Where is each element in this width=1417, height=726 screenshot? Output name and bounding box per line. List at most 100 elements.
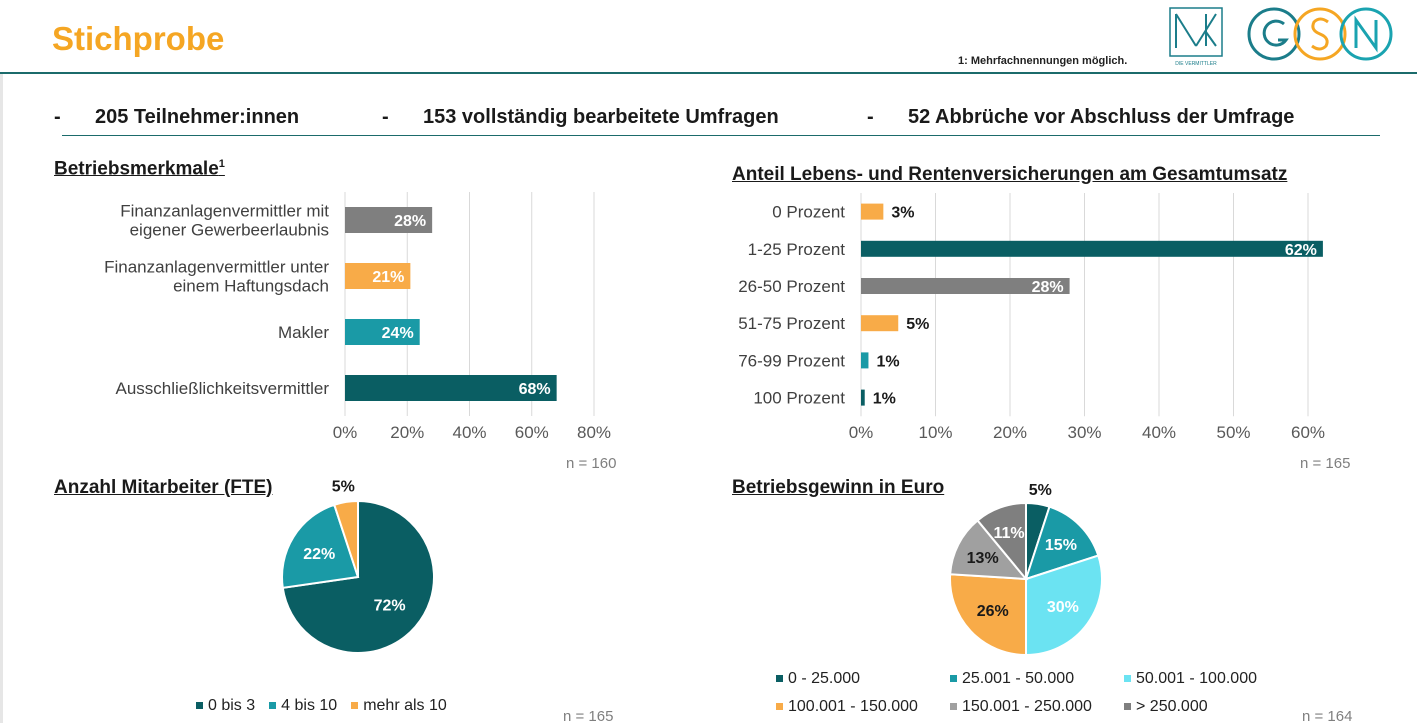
gewinn-legend: 0 - 25.000 25.001 - 50.000 50.001 - 100.00… (776, 670, 1336, 726)
footnote: 1: Mehrfachnennungen möglich. (958, 55, 1128, 67)
stats-divider (62, 135, 1380, 136)
category-label: Finanzanlagenvermittler mit (120, 202, 329, 221)
legend-item: 50.001 - 100.000 (1124, 670, 1284, 688)
data-label: 1% (873, 391, 896, 408)
mitarbeiter-n: n = 165 (563, 708, 614, 725)
x-tick-label: 80% (577, 423, 611, 442)
stat-completed: 153 vollständig bearbeitete Umfragen (423, 106, 779, 128)
legend-label: 150.001 - 250.000 (962, 698, 1092, 715)
category-label: 51-75 Prozent (738, 314, 845, 333)
gsn-logo (1247, 7, 1393, 61)
header-divider (0, 72, 1417, 74)
category-label: 100 Prozent (753, 389, 845, 408)
legend-item: 25.001 - 50.000 (950, 670, 1110, 688)
gewinn-n: n = 164 (1302, 708, 1353, 725)
pie-label: 26% (977, 603, 1009, 620)
stat-dropouts: 52 Abbrüche vor Abschluss der Umfrage (908, 106, 1295, 128)
legend-swatch (1124, 703, 1131, 711)
category-label: Makler (278, 323, 329, 342)
x-tick-label: 0% (849, 423, 874, 442)
bar (345, 207, 433, 233)
data-label: 24% (382, 325, 414, 342)
anteil-n: n = 165 (1300, 455, 1351, 472)
legend-label: 0 - 25.000 (788, 670, 861, 687)
bar (861, 278, 1070, 294)
pie-label: 22% (303, 546, 335, 563)
x-tick-label: 20% (993, 423, 1027, 442)
data-label: 28% (1032, 279, 1064, 296)
data-label: 3% (891, 205, 914, 222)
pie-label: 5% (332, 478, 355, 495)
pie-slice (333, 499, 359, 578)
anteil-title: Anteil Lebens- und Rentenversicherungen … (732, 164, 1288, 185)
x-tick-label: 50% (1216, 423, 1250, 442)
data-label: 1% (876, 353, 899, 370)
bar (861, 389, 865, 406)
legend-label: mehr als 10 (363, 697, 447, 714)
category-label: 0 Prozent (772, 203, 845, 222)
x-tick-label: 40% (452, 423, 486, 442)
betriebsmerkmale-chart: 0% 20% 40% 60% 80% Finanzanlagenvermittler mi… (104, 192, 611, 442)
mitarbeiter-title: Anzahl Mitarbeiter (FTE) (54, 477, 273, 498)
data-label: 28% (394, 213, 426, 230)
stat-dash: - (382, 106, 389, 128)
legend-item: 0 - 25.000 (776, 670, 936, 688)
x-tick-label: 0% (333, 423, 358, 442)
legend-item: 4 bis 10 (269, 697, 337, 715)
data-label: 68% (519, 381, 551, 398)
legend-item: > 250.000 (1124, 698, 1284, 716)
pie-slice (976, 501, 1027, 582)
gewinn-chart: 5% 15% 30% 26% 13% 11% (949, 482, 1103, 657)
category-label: 1-25 Prozent (748, 240, 846, 259)
bar (345, 263, 411, 289)
category-label: eigener Gewerbeerlaubnis (130, 221, 329, 240)
x-tick-label: 60% (515, 423, 549, 442)
bvk-logo-caption: DIE VERMITTLER (1175, 61, 1217, 67)
legend-item: 100.001 - 150.000 (776, 698, 936, 716)
legend-item: 0 bis 3 (196, 697, 255, 715)
legend-swatch (1124, 675, 1131, 683)
gewinn-title: Betriebsgewinn in Euro (732, 477, 945, 498)
bar (861, 203, 884, 220)
x-tick-label: 40% (1142, 423, 1176, 442)
bar (345, 375, 557, 401)
x-tick-label: 10% (918, 423, 952, 442)
stat-dash: - (54, 106, 61, 128)
anteil-chart: 0% 10% 20% 30% 40% 50% 60% 0 Prozent 3% 1-25 Proz… (738, 193, 1325, 442)
legend-label: 25.001 - 50.000 (962, 670, 1075, 687)
x-tick-label: 60% (1291, 423, 1325, 442)
category-label: Finanzanlagenvermittler unter (104, 258, 329, 277)
mitarbeiter-legend: 0 bis 3 4 bis 10 mehr als 10 (196, 697, 461, 715)
legend-label: 4 bis 10 (281, 697, 338, 714)
page-title: Stichprobe (52, 20, 225, 57)
legend-swatch (950, 703, 957, 711)
pie-label: 15% (1045, 537, 1077, 554)
bar (861, 315, 899, 332)
category-label: 76-99 Prozent (738, 351, 845, 370)
legend-swatch (269, 702, 277, 710)
pie-label: 30% (1047, 599, 1079, 616)
legend-swatch (950, 675, 957, 683)
betriebsmerkmale-title: Betriebsmerkmale1 (54, 158, 225, 180)
pie-slice (949, 519, 1029, 581)
legend-item: mehr als 10 (351, 697, 447, 715)
data-label: 21% (372, 269, 404, 286)
legend-swatch (351, 702, 359, 710)
legend-item: 150.001 - 250.000 (950, 698, 1110, 716)
bar (345, 319, 420, 345)
legend-label: 50.001 - 100.000 (1136, 670, 1257, 687)
pie-slice (1025, 554, 1103, 657)
pie-label: 72% (374, 597, 406, 614)
legend-label: 100.001 - 150.000 (788, 698, 918, 715)
pie-label: 11% (993, 525, 1024, 542)
category-label: einem Haftungsdach (173, 277, 329, 296)
bar (861, 352, 869, 369)
x-tick-label: 30% (1067, 423, 1101, 442)
pie-label: 5% (1029, 482, 1052, 499)
category-label: 26-50 Prozent (738, 277, 845, 296)
stat-dash: - (867, 106, 874, 128)
pie-slice (949, 573, 1027, 657)
legend-label: 0 bis 3 (208, 697, 256, 714)
category-label: Ausschließlichkeitsvermittler (116, 379, 330, 398)
legend-swatch (196, 702, 203, 710)
